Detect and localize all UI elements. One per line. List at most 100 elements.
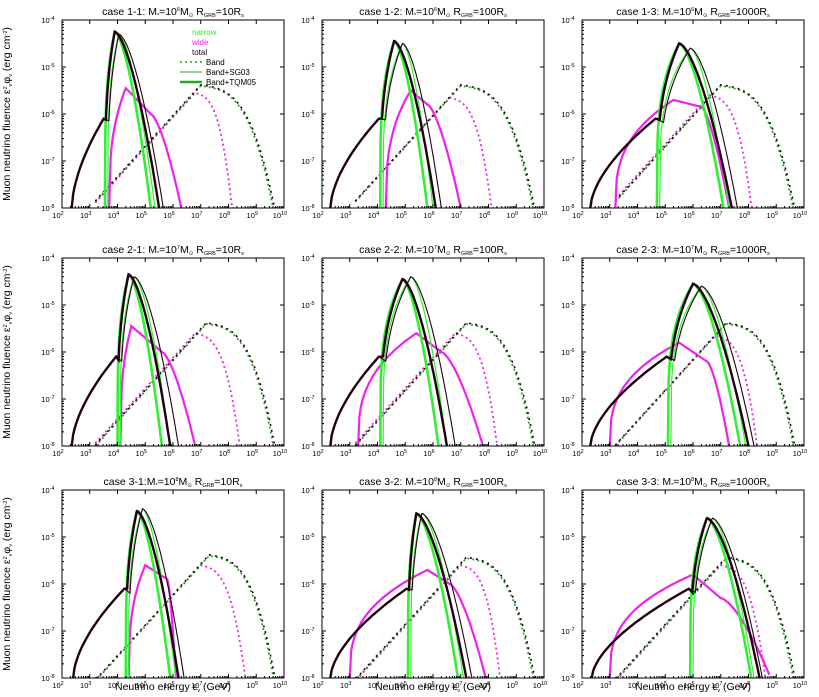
curve-total-band: [95, 554, 278, 678]
x-tick-label: 1010: [793, 449, 807, 458]
x-tick-label: 104: [108, 449, 119, 458]
y-tick-label: 10-8: [301, 674, 314, 683]
y-tick-label: 10-4: [561, 16, 574, 25]
y-tick-label: 10-8: [41, 204, 54, 213]
y-tick-label: 10-7: [561, 157, 574, 166]
x-tick-label: 102: [572, 211, 583, 220]
panel-3-3: 102 103 104 105 106 107 108 109 1010 10-8 10-7 10-6…: [561, 476, 807, 690]
y-axis-title: Muon neutrino fluence ε2νφν (erg cm-2): [1, 27, 14, 201]
x-tick-label: 102: [52, 211, 63, 220]
x-tick-label: 104: [368, 449, 379, 458]
x-axis-title: Neutrino energy εν (GeV): [375, 681, 491, 694]
y-tick-label: 10-6: [41, 110, 54, 119]
x-tick-label: 106: [683, 449, 694, 458]
x-tick-label: 104: [628, 211, 639, 220]
x-tick-label: 1010: [533, 681, 547, 690]
curve-narrow-band: [614, 322, 796, 446]
x-tick-label: 105: [136, 681, 147, 690]
y-tick-label: 10-8: [561, 442, 574, 451]
x-tick-label: 109: [767, 211, 778, 220]
y-tick-label: 10-5: [561, 63, 574, 72]
x-tick-label: 1010: [533, 449, 547, 458]
x-tick-label: 106: [423, 449, 434, 458]
x-tick-label: 108: [219, 211, 230, 220]
x-tick-label: 1010: [273, 211, 287, 220]
x-tick-label: 103: [340, 449, 351, 458]
y-tick-label: 10-5: [41, 301, 54, 310]
x-tick-label: 106: [163, 211, 174, 220]
y-tick-label: 10-6: [301, 348, 314, 357]
y-tick-label: 10-4: [41, 254, 54, 263]
curve-wide: [127, 564, 177, 678]
y-tick-label: 10-5: [561, 301, 574, 310]
curve-narrow-tqm05: [406, 511, 460, 678]
panel-title: case 1-3: M*=106M⊙ RGRB=1000Rs: [616, 6, 770, 19]
legend-label-total: total: [192, 48, 207, 57]
x-tick-label: 105: [656, 211, 667, 220]
x-tick-label: 1010: [273, 449, 287, 458]
legend-label-wide: wide: [191, 38, 209, 47]
x-tick-label: 102: [52, 681, 63, 690]
y-tick-label: 10-5: [301, 63, 314, 72]
x-tick-label: 102: [572, 449, 583, 458]
x-tick-label: 109: [507, 681, 518, 690]
x-tick-label: 103: [80, 211, 91, 220]
curve-total-band: [614, 84, 798, 208]
curve-wide: [357, 332, 484, 446]
y-tick-label: 10-5: [41, 63, 54, 72]
x-tick-label: 105: [396, 211, 407, 220]
curve-total-tqm05: [329, 39, 437, 208]
x-tick-label: 108: [219, 681, 230, 690]
y-tick-label: 10-5: [561, 533, 574, 542]
panel-1-2: 102 103 104 105 106 107 108 109 1010 10-8 10-7 10-6…: [301, 6, 547, 220]
y-tick-label: 10-6: [561, 348, 574, 357]
curve-wide: [384, 88, 462, 208]
panel-title: case 2-2: M*=107M⊙ RGRB=100Rs: [359, 244, 507, 257]
x-tick-label: 107: [451, 681, 462, 690]
x-tick-label: 109: [767, 681, 778, 690]
x-tick-label: 107: [451, 449, 462, 458]
y-tick-label: 10-8: [561, 674, 574, 683]
x-tick-label: 104: [368, 211, 379, 220]
y-tick-label: 10-4: [301, 486, 314, 495]
y-tick-label: 10-7: [301, 157, 314, 166]
panel-1-3: 102 103 104 105 106 107 108 109 1010 10-8 10-7 10-6…: [561, 6, 807, 220]
curve-total-band: [614, 322, 798, 446]
x-tick-label: 102: [52, 449, 63, 458]
x-tick-label: 105: [656, 681, 667, 690]
curve-narrow-band: [94, 84, 276, 208]
x-tick-label: 107: [191, 211, 202, 220]
curve-narrow-band: [95, 554, 276, 678]
x-axis-title: Neutrino energy εν (GeV): [115, 681, 231, 694]
y-axis-title: Muon neutrino fluence ε2νφν (erg cm-2): [1, 497, 14, 671]
curve-wide: [608, 341, 731, 446]
x-tick-label: 106: [423, 681, 434, 690]
curve-wide-band: [95, 564, 248, 678]
x-tick-label: 107: [451, 211, 462, 220]
x-tick-label: 105: [136, 449, 147, 458]
curve-total-tqm05: [590, 516, 761, 678]
x-tick-label: 105: [136, 211, 147, 220]
panel-title: case 1-1: M*=106M⊙ RGRB=10Rs: [102, 6, 244, 19]
curve-wide-band: [354, 332, 500, 446]
x-tick-label: 108: [739, 681, 750, 690]
y-tick-label: 10-6: [41, 348, 54, 357]
curve-wide-band: [94, 91, 234, 208]
x-tick-label: 104: [628, 681, 639, 690]
legend-label-dotted: Band: [206, 58, 225, 67]
curve-total-tqm05: [329, 511, 468, 678]
x-tick-label: 108: [739, 449, 750, 458]
y-tick-label: 10-8: [41, 674, 54, 683]
x-tick-label: 103: [600, 449, 611, 458]
x-tick-label: 106: [683, 211, 694, 220]
y-tick-label: 10-4: [561, 486, 574, 495]
x-tick-label: 109: [247, 681, 258, 690]
y-tick-label: 10-4: [301, 16, 314, 25]
y-tick-label: 10-4: [41, 16, 54, 25]
x-tick-label: 105: [656, 449, 667, 458]
x-tick-label: 103: [80, 449, 91, 458]
x-tick-label: 106: [163, 449, 174, 458]
y-tick-label: 10-8: [561, 204, 574, 213]
x-tick-label: 104: [628, 449, 639, 458]
